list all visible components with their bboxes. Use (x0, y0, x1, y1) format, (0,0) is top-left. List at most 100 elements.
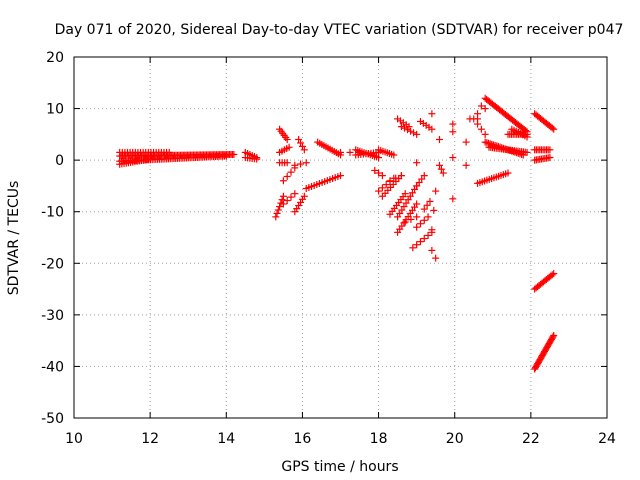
data-point (337, 148, 344, 156)
data-point (375, 169, 383, 177)
data-point (423, 201, 431, 209)
data-point (253, 155, 261, 163)
data-point (278, 196, 286, 204)
data-point (428, 125, 436, 133)
data-point (426, 197, 434, 205)
x-tick-label: 24 (598, 431, 616, 447)
data-point (432, 187, 440, 195)
data-point (287, 168, 295, 176)
data-point (405, 123, 413, 131)
y-tick-label: -40 (41, 359, 64, 375)
data-point (428, 226, 436, 234)
y-tick-label: 10 (46, 102, 64, 118)
data-point (477, 102, 485, 110)
data-point (546, 154, 554, 162)
data-point (410, 129, 418, 137)
data-point (432, 254, 440, 262)
data-point (462, 161, 470, 169)
y-tick-label: 20 (46, 50, 64, 66)
data-point (413, 223, 421, 231)
data-point (409, 244, 417, 252)
data-point (401, 218, 409, 226)
x-axis-label: GPS time / hours (281, 459, 398, 475)
x-tick-label: 12 (141, 431, 159, 447)
x-tick-label: 20 (446, 431, 464, 447)
data-point (375, 187, 383, 195)
data-point (382, 181, 390, 189)
y-tick-label: -10 (41, 205, 64, 221)
data-point (300, 146, 308, 154)
data-point (550, 125, 558, 133)
data-point (378, 184, 386, 192)
data-point (279, 192, 287, 200)
data-point (283, 136, 291, 144)
x-tick-label: 16 (294, 431, 312, 447)
data-point (337, 172, 344, 180)
axis-ticks (73, 56, 608, 419)
data-point (449, 120, 457, 128)
data-point (404, 126, 412, 134)
data-point (424, 231, 432, 239)
data-point (274, 206, 282, 214)
data-point (285, 143, 293, 151)
data-point (462, 138, 470, 146)
grid (74, 57, 607, 418)
data-point (407, 127, 415, 135)
data-point (435, 161, 443, 169)
data-point (550, 270, 558, 278)
data-point (437, 165, 445, 173)
data-point (283, 172, 291, 180)
data-point (548, 124, 556, 132)
y-tick-label: -30 (41, 308, 64, 324)
x-tick-label: 14 (217, 431, 235, 447)
data-point (279, 177, 287, 185)
data-point (386, 177, 394, 185)
data-point (435, 136, 443, 144)
data-point (413, 213, 421, 221)
chart-title: Day 071 of 2020, Sidereal Day-to-day VTE… (55, 22, 624, 38)
data-point (420, 205, 428, 213)
data-point (273, 209, 281, 217)
data-point (523, 148, 531, 156)
data-point (439, 169, 447, 177)
data-point (474, 120, 482, 128)
data-point (548, 271, 556, 279)
data-point (283, 159, 291, 167)
data-point (283, 197, 291, 205)
data-point (481, 130, 489, 138)
data-point (392, 174, 400, 182)
data-point (287, 193, 295, 201)
data-point (291, 190, 299, 198)
data-point (401, 190, 409, 198)
data-points (116, 94, 558, 373)
data-point (302, 159, 310, 167)
data-point (413, 200, 421, 208)
data-point (424, 213, 432, 221)
x-tick-label: 22 (522, 431, 540, 447)
data-point (230, 150, 238, 158)
data-point (300, 192, 308, 200)
data-point (428, 246, 436, 254)
x-tick-label: 10 (65, 431, 83, 447)
data-point (420, 216, 428, 224)
data-point (279, 200, 287, 208)
data-point (413, 241, 421, 249)
data-point (390, 151, 398, 159)
data-point (416, 220, 424, 228)
data-point (449, 128, 457, 136)
y-axis-label: SDTVAR / TECUs (6, 181, 22, 296)
data-point (477, 125, 485, 133)
data-point (400, 124, 408, 132)
data-point (546, 146, 554, 154)
x-tick-label: 18 (370, 431, 388, 447)
data-point (165, 148, 173, 156)
data-point (449, 195, 457, 203)
data-point (420, 172, 428, 180)
data-point (420, 235, 428, 243)
y-tick-label: 0 (55, 153, 64, 169)
data-point (474, 110, 482, 118)
data-point (549, 333, 557, 341)
data-point (428, 110, 436, 118)
data-point (272, 213, 280, 221)
y-tick-label: -20 (41, 256, 64, 272)
